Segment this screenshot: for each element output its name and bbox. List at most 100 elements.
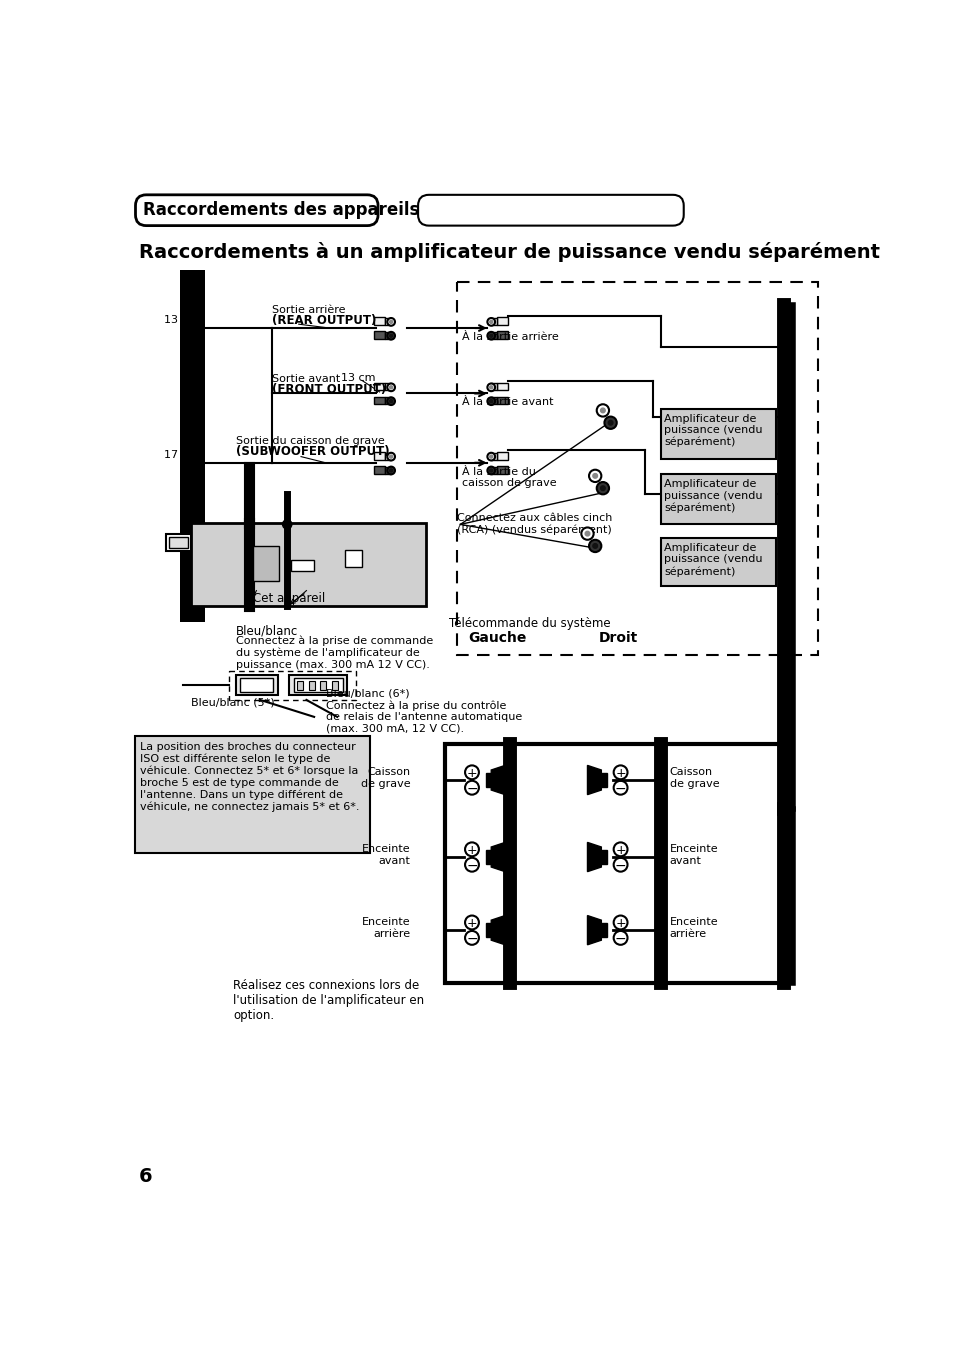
Text: Amplificateur de
puissance (vendu
séparément): Amplificateur de puissance (vendu séparé… <box>664 543 762 577</box>
Bar <box>374 383 385 390</box>
Bar <box>497 397 508 405</box>
Bar <box>374 317 385 325</box>
Text: Sortie du caisson de grave: Sortie du caisson de grave <box>235 436 384 445</box>
Bar <box>332 681 337 691</box>
Bar <box>294 678 342 692</box>
Circle shape <box>489 334 493 337</box>
Text: Télécommande du système: Télécommande du système <box>449 617 610 630</box>
Text: (FRONT OUTPUT): (FRONT OUTPUT) <box>272 383 386 397</box>
Bar <box>240 678 274 692</box>
Text: −: − <box>466 858 477 872</box>
Circle shape <box>389 321 393 324</box>
Bar <box>659 474 776 524</box>
Text: Caisson
de grave: Caisson de grave <box>669 766 719 788</box>
Circle shape <box>387 318 395 326</box>
Bar <box>385 318 391 325</box>
Circle shape <box>487 318 495 326</box>
Text: Connectez à la prise de commande
du système de l'amplificateur de
puissance (max: Connectez à la prise de commande du syst… <box>235 635 433 670</box>
Bar <box>166 535 191 551</box>
Bar <box>309 681 314 691</box>
Circle shape <box>387 452 395 460</box>
Text: −: − <box>614 932 626 945</box>
Bar <box>456 282 818 655</box>
Circle shape <box>487 332 495 340</box>
Circle shape <box>389 468 393 473</box>
Bar <box>491 318 497 325</box>
Bar <box>497 466 508 474</box>
FancyBboxPatch shape <box>417 195 683 226</box>
Bar <box>291 559 314 570</box>
Circle shape <box>592 543 597 548</box>
Bar <box>183 282 201 612</box>
Circle shape <box>389 386 393 389</box>
Circle shape <box>389 455 393 458</box>
Bar <box>600 773 606 787</box>
Text: 13 cm: 13 cm <box>341 372 375 383</box>
Text: (REAR OUTPUT): (REAR OUTPUT) <box>272 314 375 328</box>
Bar <box>600 923 606 937</box>
Text: +: + <box>466 766 476 780</box>
Bar <box>253 546 279 581</box>
Bar <box>485 923 491 937</box>
Circle shape <box>489 321 493 324</box>
Bar <box>135 737 370 853</box>
Circle shape <box>584 531 589 536</box>
Bar <box>385 452 391 460</box>
Bar <box>191 523 425 607</box>
Text: À la sortie avant: À la sortie avant <box>461 397 553 408</box>
Text: +: + <box>466 844 476 857</box>
Bar <box>497 383 508 390</box>
Text: −: − <box>466 932 477 945</box>
Bar <box>374 332 385 338</box>
Circle shape <box>592 474 597 478</box>
Text: −: − <box>466 781 477 796</box>
Polygon shape <box>491 915 504 945</box>
Text: 6: 6 <box>138 1167 152 1186</box>
Text: Gauche: Gauche <box>468 631 526 645</box>
Text: Sortie arrière: Sortie arrière <box>272 305 345 315</box>
Bar <box>374 452 385 460</box>
Bar <box>485 773 491 787</box>
Text: Raccordements des appareils: Raccordements des appareils <box>143 200 419 219</box>
Circle shape <box>487 383 495 391</box>
Circle shape <box>387 397 395 405</box>
Circle shape <box>596 482 608 494</box>
Text: +: + <box>615 766 625 780</box>
Circle shape <box>387 383 395 391</box>
Text: Raccordements à un amplificateur de puissance vendu séparément: Raccordements à un amplificateur de puis… <box>138 242 879 261</box>
Text: Amplificateur de
puissance (vendu
séparément): Amplificateur de puissance (vendu séparé… <box>664 413 762 447</box>
Text: Connectez aux câbles cinch
(RCA) (vendus séparément): Connectez aux câbles cinch (RCA) (vendus… <box>456 513 611 535</box>
Circle shape <box>487 467 495 474</box>
Bar <box>297 681 303 691</box>
Circle shape <box>604 417 616 429</box>
Text: À la sortie arrière: À la sortie arrière <box>461 332 558 341</box>
Text: −: − <box>614 858 626 872</box>
FancyBboxPatch shape <box>135 195 377 226</box>
Bar <box>385 397 391 405</box>
Bar <box>385 332 391 338</box>
Text: +: + <box>615 844 625 857</box>
Circle shape <box>387 332 395 340</box>
Bar <box>374 397 385 405</box>
Text: Amplificateur de
puissance (vendu
séparément): Amplificateur de puissance (vendu séparé… <box>664 479 762 513</box>
Polygon shape <box>587 915 600 945</box>
Circle shape <box>489 468 493 473</box>
Bar <box>491 383 497 390</box>
Bar <box>497 332 508 338</box>
Circle shape <box>580 528 593 540</box>
Text: Sortie avant: Sortie avant <box>272 374 339 385</box>
Circle shape <box>389 334 393 337</box>
Bar <box>659 409 776 459</box>
Text: Bleu/blanc: Bleu/blanc <box>235 624 297 638</box>
Bar <box>235 676 277 696</box>
Text: Caisson
de grave: Caisson de grave <box>360 766 410 788</box>
Polygon shape <box>491 765 504 795</box>
Text: (SUBWOOFER OUTPUT): (SUBWOOFER OUTPUT) <box>235 445 389 458</box>
Text: Enceinte
avant: Enceinte avant <box>669 844 718 865</box>
Bar <box>374 466 385 474</box>
Text: +: + <box>615 917 625 930</box>
Text: 13 cm: 13 cm <box>164 315 198 325</box>
Bar <box>345 550 361 567</box>
Bar <box>385 383 391 390</box>
Text: Réalisez ces connexions lors de
l'utilisation de l'amplificateur en
option.: Réalisez ces connexions lors de l'utilis… <box>233 979 424 1022</box>
